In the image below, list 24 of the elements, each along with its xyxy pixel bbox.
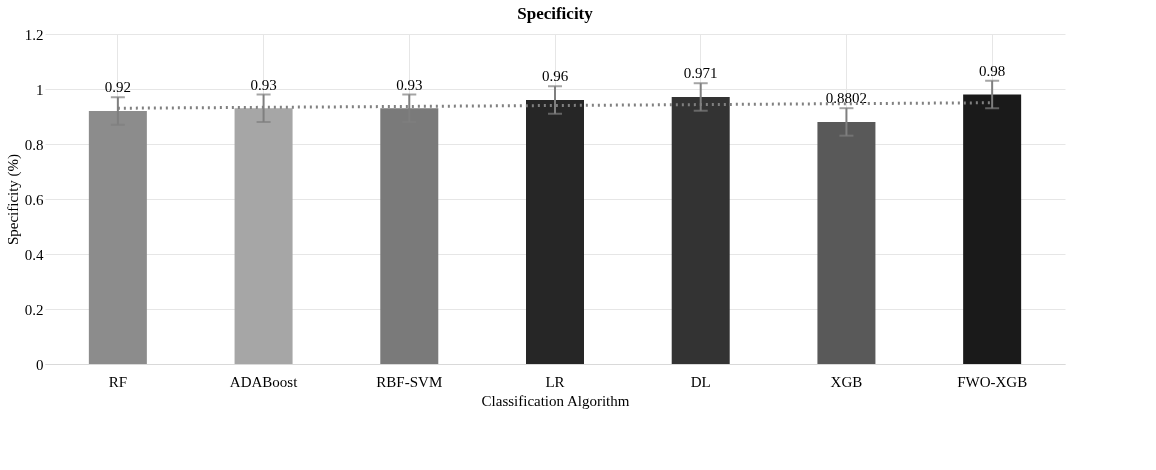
y-tick-label: 1.2	[24, 26, 44, 43]
data-label: 0.96	[541, 68, 569, 85]
y-tick-label: 0.4	[24, 246, 44, 263]
y-tick-label: 0.6	[24, 191, 44, 208]
data-label: 0.971	[683, 65, 718, 82]
data-label: 0.93	[250, 76, 277, 93]
x-tick-label: XGB	[830, 373, 863, 390]
x-tick-label: RBF-SVM	[376, 373, 443, 390]
x-tick-label: RF	[108, 373, 128, 390]
y-tick-label: 0.2	[24, 301, 44, 318]
data-label: 0.93	[396, 76, 423, 93]
y-axis-title: Specificity (%)	[4, 153, 22, 246]
x-tick-label: DL	[690, 373, 711, 390]
x-axis-title: Classification Algorithm	[481, 392, 630, 409]
data-label: 0.8802	[825, 90, 868, 107]
chart-title: Specificity	[517, 4, 594, 23]
y-tick-label: 0	[36, 356, 44, 373]
x-tick-label: FWO-XGB	[957, 373, 1028, 390]
y-tick-label: 0.8	[24, 136, 44, 153]
x-tick-label: ADABoost	[229, 373, 299, 390]
y-tick-label: 1	[36, 81, 44, 98]
x-tick-label: LR	[545, 373, 565, 390]
data-label: 0.92	[104, 79, 131, 96]
data-label: 0.98	[979, 62, 1006, 79]
